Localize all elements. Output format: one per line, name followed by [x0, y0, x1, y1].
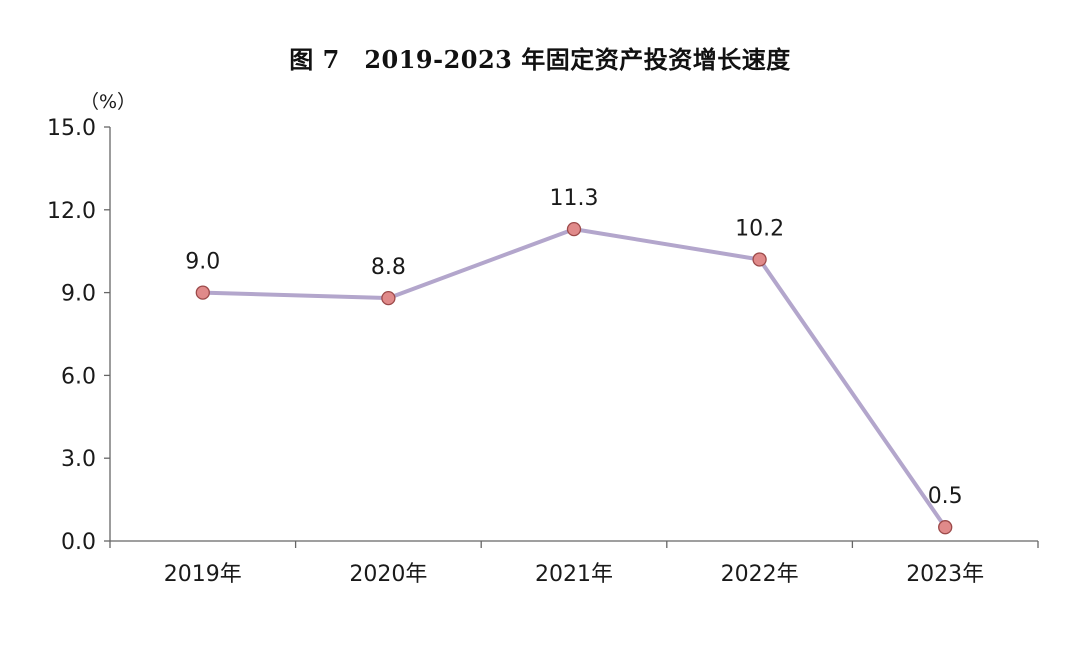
data-label: 9.0: [185, 250, 220, 275]
y-axis-unit-label: （%）: [80, 91, 136, 113]
series-group: [195, 221, 953, 535]
data-label: 10.2: [735, 216, 784, 241]
x-axis-ticks: 2019年 2020年 2021年 2022年 2023年: [109, 541, 1039, 587]
y-tick-label: 3.0: [61, 447, 96, 472]
x-tick-label: 2023年: [906, 562, 984, 587]
y-axis-ticks: 0.0 3.0 6.0 9.0 12.0 15.0: [47, 116, 110, 555]
data-label: 8.8: [371, 255, 406, 280]
chart-title: 图 7 2019-2023 年固定资产投资增长速度: [289, 45, 791, 74]
data-point: [195, 285, 210, 300]
data-label: 11.3: [550, 186, 599, 211]
data-point: [381, 290, 396, 306]
y-tick-label: 15.0: [47, 116, 96, 141]
y-tick-label: 9.0: [61, 282, 96, 307]
data-point: [752, 252, 767, 267]
data-label: 0.5: [928, 484, 963, 509]
axes: [109, 127, 1038, 542]
y-tick-label: 0.0: [61, 530, 96, 555]
series-line: [202, 227, 947, 529]
data-point: [566, 221, 582, 237]
data-labels: 9.0 8.8 11.3 10.2 0.5: [185, 186, 962, 509]
x-tick-label: 2020年: [349, 562, 427, 587]
x-tick-label: 2019年: [164, 562, 242, 587]
data-point: [938, 520, 953, 535]
y-tick-label: 12.0: [47, 199, 96, 224]
y-tick-label: 6.0: [61, 364, 96, 389]
x-tick-label: 2021年: [535, 562, 613, 587]
x-tick-label: 2022年: [721, 562, 799, 587]
